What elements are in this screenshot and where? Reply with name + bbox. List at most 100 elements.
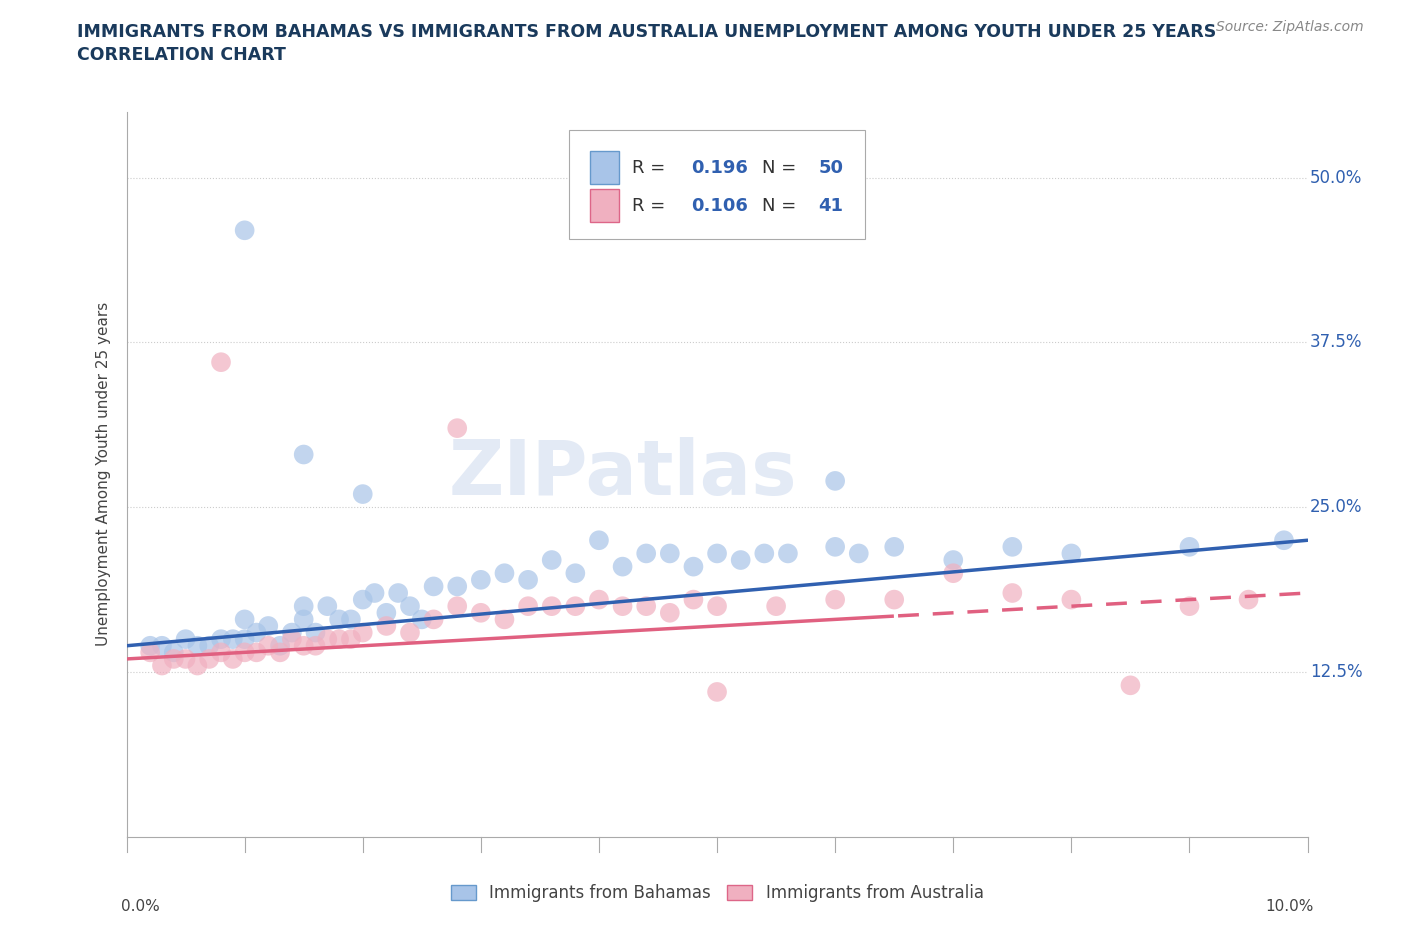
- Text: 50.0%: 50.0%: [1310, 168, 1362, 187]
- Point: [824, 539, 846, 554]
- Point: [233, 644, 256, 659]
- Point: [198, 652, 221, 667]
- Point: [848, 546, 870, 561]
- Point: [1178, 539, 1201, 554]
- Point: [942, 552, 965, 567]
- Point: [564, 565, 586, 580]
- Point: [776, 546, 799, 561]
- Point: [494, 612, 516, 627]
- Point: [411, 612, 433, 627]
- Point: [658, 546, 681, 561]
- Point: [163, 644, 186, 659]
- Legend: Immigrants from Bahamas, Immigrants from Australia: Immigrants from Bahamas, Immigrants from…: [444, 877, 990, 909]
- Point: [942, 565, 965, 580]
- Point: [399, 625, 422, 640]
- Point: [564, 599, 586, 614]
- Text: 50: 50: [818, 159, 844, 178]
- Text: 41: 41: [818, 197, 844, 215]
- Point: [824, 592, 846, 607]
- Text: 12.5%: 12.5%: [1310, 663, 1362, 681]
- Point: [387, 586, 409, 601]
- Point: [209, 631, 232, 646]
- Point: [269, 638, 291, 653]
- Point: [340, 612, 363, 627]
- Point: [612, 559, 634, 574]
- Point: [222, 631, 245, 646]
- Text: Source: ZipAtlas.com: Source: ZipAtlas.com: [1216, 20, 1364, 34]
- Point: [446, 599, 468, 614]
- Point: [316, 599, 339, 614]
- Point: [494, 565, 516, 580]
- Point: [233, 612, 256, 627]
- Point: [304, 638, 326, 653]
- Point: [1237, 592, 1260, 607]
- Point: [422, 579, 444, 594]
- Point: [139, 638, 162, 653]
- Bar: [589, 189, 619, 222]
- Text: R =: R =: [633, 197, 671, 215]
- Point: [352, 486, 374, 501]
- Point: [222, 652, 245, 667]
- Point: [292, 447, 315, 462]
- Point: [328, 631, 350, 646]
- Text: ZIPatlas: ZIPatlas: [449, 437, 797, 512]
- Point: [174, 652, 197, 667]
- Point: [163, 652, 186, 667]
- Point: [257, 638, 280, 653]
- Point: [186, 658, 208, 673]
- Point: [1001, 586, 1024, 601]
- Text: CORRELATION CHART: CORRELATION CHART: [77, 46, 287, 64]
- Point: [281, 631, 304, 646]
- Point: [883, 539, 905, 554]
- Point: [245, 625, 267, 640]
- Point: [588, 592, 610, 607]
- Point: [658, 605, 681, 620]
- FancyBboxPatch shape: [569, 130, 865, 239]
- Point: [636, 546, 658, 561]
- Point: [233, 631, 256, 646]
- Point: [540, 599, 562, 614]
- Point: [517, 599, 540, 614]
- Point: [375, 605, 398, 620]
- Point: [1001, 539, 1024, 554]
- Text: N =: N =: [762, 159, 801, 178]
- Point: [1060, 592, 1083, 607]
- Text: IMMIGRANTS FROM BAHAMAS VS IMMIGRANTS FROM AUSTRALIA UNEMPLOYMENT AMONG YOUTH UN: IMMIGRANTS FROM BAHAMAS VS IMMIGRANTS FR…: [77, 23, 1216, 41]
- Text: R =: R =: [633, 159, 671, 178]
- Point: [352, 625, 374, 640]
- Point: [245, 644, 267, 659]
- Point: [883, 592, 905, 607]
- Point: [517, 572, 540, 587]
- Point: [269, 644, 291, 659]
- Point: [375, 618, 398, 633]
- Point: [233, 223, 256, 238]
- Point: [730, 552, 752, 567]
- Point: [1272, 533, 1295, 548]
- Y-axis label: Unemployment Among Youth under 25 years: Unemployment Among Youth under 25 years: [96, 302, 111, 646]
- Text: N =: N =: [762, 197, 801, 215]
- Point: [540, 552, 562, 567]
- Point: [198, 638, 221, 653]
- Point: [186, 638, 208, 653]
- Point: [706, 599, 728, 614]
- Point: [682, 592, 704, 607]
- Point: [706, 684, 728, 699]
- Point: [150, 658, 173, 673]
- Text: 0.106: 0.106: [692, 197, 748, 215]
- Point: [588, 533, 610, 548]
- Point: [316, 631, 339, 646]
- Point: [292, 599, 315, 614]
- Point: [422, 612, 444, 627]
- Point: [363, 586, 385, 601]
- Point: [682, 559, 704, 574]
- Point: [257, 618, 280, 633]
- Text: 25.0%: 25.0%: [1310, 498, 1362, 516]
- Point: [470, 605, 492, 620]
- Text: 10.0%: 10.0%: [1265, 898, 1313, 913]
- Point: [1119, 678, 1142, 693]
- Point: [209, 644, 232, 659]
- Text: 37.5%: 37.5%: [1310, 334, 1362, 352]
- Point: [824, 473, 846, 488]
- Point: [612, 599, 634, 614]
- Point: [292, 612, 315, 627]
